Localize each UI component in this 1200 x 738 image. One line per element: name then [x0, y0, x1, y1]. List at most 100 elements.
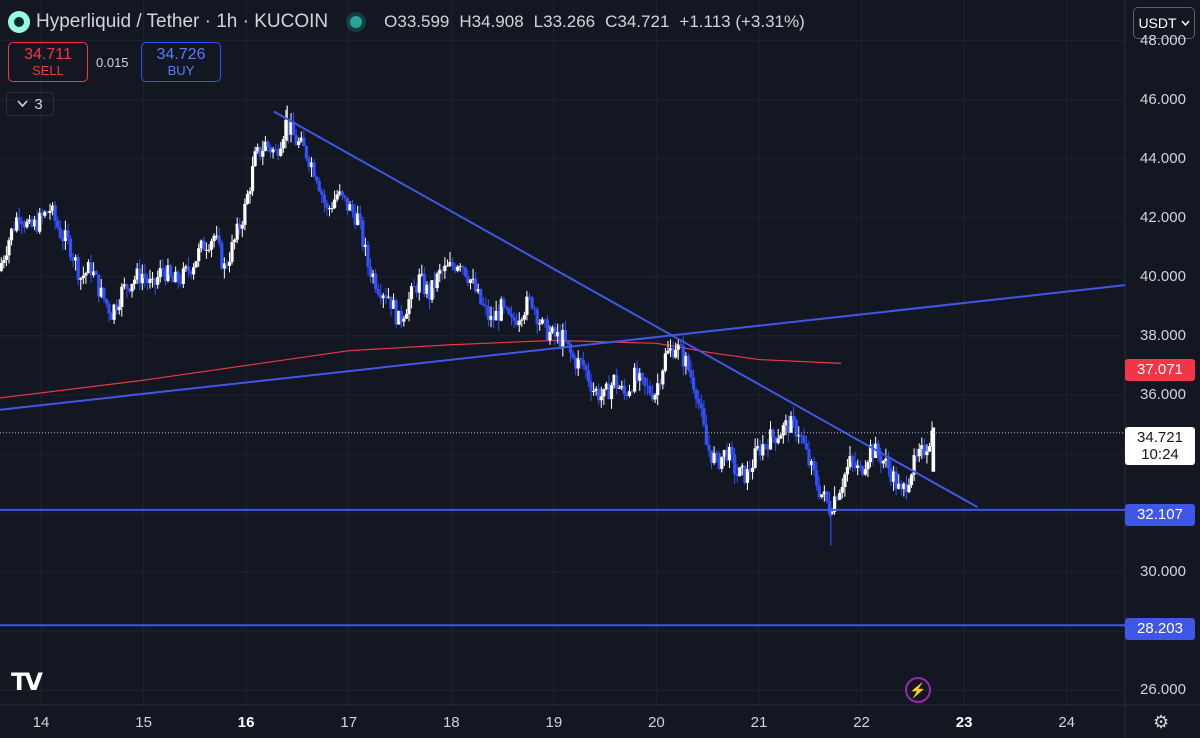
candle-body — [166, 265, 170, 281]
candle-body — [527, 296, 532, 298]
candle-body — [94, 271, 98, 275]
candle-body — [548, 332, 552, 341]
candle-body — [730, 447, 734, 455]
candle-body — [517, 320, 521, 326]
candle-body — [502, 299, 506, 308]
candle-body — [284, 119, 288, 140]
price-axis-tick: 46.000 — [1140, 90, 1186, 108]
tradingview-logo[interactable]: TV — [11, 668, 43, 696]
candle-body — [412, 286, 416, 288]
candle-body — [279, 148, 283, 156]
candle-body — [304, 146, 309, 159]
candle-body — [604, 383, 609, 390]
candle-body — [243, 203, 247, 225]
candle-body — [186, 266, 191, 272]
candle-body — [68, 238, 73, 258]
time-axis-tick: 19 — [545, 714, 563, 731]
candle-body — [102, 287, 106, 300]
symbol-title[interactable]: Hyperliquid / Tether · 1h · KUCOIN — [36, 11, 329, 32]
candle-body — [884, 458, 888, 461]
candle-body — [707, 444, 711, 451]
candle-body — [820, 494, 824, 498]
candle-body — [645, 385, 650, 387]
candle-body — [61, 238, 65, 242]
time-axis-tick: 23 — [955, 714, 973, 731]
candle-body — [925, 451, 929, 456]
candle-body — [71, 257, 75, 261]
support-level-label[interactable]: 28.203 — [1125, 618, 1195, 640]
candle-body — [504, 307, 509, 309]
candle-body — [702, 408, 706, 425]
market-status-icon[interactable] — [350, 16, 363, 28]
trendline — [0, 284, 1126, 411]
trendline — [273, 110, 978, 509]
sell-button[interactable]: 34.711 SELL — [8, 42, 88, 82]
candle-body — [712, 452, 716, 463]
candle-body — [127, 288, 132, 292]
candle-body — [676, 344, 680, 350]
candle-body — [161, 268, 165, 270]
candle-body — [668, 348, 673, 351]
candle-body — [168, 265, 173, 276]
candle-body — [199, 240, 203, 249]
candle-body — [666, 350, 670, 354]
candle-body — [189, 271, 193, 275]
current-price: 34.721 — [1137, 429, 1183, 446]
currency-select[interactable]: USDT — [1133, 7, 1195, 39]
candle-body — [333, 199, 337, 209]
candle-body — [558, 331, 562, 347]
indicators-toggle[interactable]: 3 — [6, 92, 54, 116]
candle-body — [384, 295, 388, 298]
candle-body — [274, 149, 278, 151]
candle-body — [366, 244, 370, 267]
candle-body — [533, 308, 537, 310]
candle-body — [448, 262, 452, 266]
candle-body — [391, 300, 396, 309]
candle-body — [335, 194, 339, 200]
candle-body — [215, 235, 219, 237]
candle-body — [176, 271, 180, 283]
candle-body — [543, 319, 547, 321]
price-axis-tick: 44.000 — [1140, 149, 1186, 167]
candle-body — [612, 374, 616, 386]
candle-body — [317, 180, 321, 192]
candle-body — [397, 310, 401, 325]
candle-body — [33, 219, 37, 227]
candle-body — [386, 296, 391, 298]
candle-body — [402, 318, 406, 322]
candle-body — [407, 299, 411, 315]
time-axis-tick: 16 — [237, 714, 255, 731]
candle-body — [466, 276, 470, 284]
candle-body — [907, 485, 911, 493]
candle-body — [574, 358, 578, 369]
candle-body — [699, 403, 703, 409]
candle-body — [807, 449, 811, 466]
candle-body — [897, 483, 901, 489]
candle-body — [794, 420, 798, 437]
candle-body — [86, 262, 91, 274]
support-level-label[interactable]: 32.107 — [1125, 504, 1195, 526]
candle-body — [245, 194, 250, 204]
buy-button[interactable]: 34.726 BUY — [141, 42, 221, 82]
time-axis-tick: 22 — [853, 714, 870, 731]
gear-icon[interactable]: ⚙ — [1153, 712, 1170, 732]
candle-body — [486, 306, 491, 320]
candle-body — [322, 194, 326, 204]
candle-body — [861, 466, 865, 475]
candle-body — [299, 137, 303, 142]
candle-body — [653, 395, 657, 400]
lightning-icon[interactable]: ⚡ — [905, 677, 931, 703]
candle-body — [615, 374, 619, 389]
candle-body — [915, 455, 919, 457]
candle-body — [602, 389, 606, 397]
candle-body — [909, 474, 914, 486]
candle-body — [902, 483, 906, 490]
candle-body — [797, 435, 801, 437]
candle-body — [802, 435, 806, 444]
candle-body — [617, 387, 621, 389]
candle-body — [20, 221, 24, 225]
candle-body — [656, 382, 660, 396]
candle-body — [697, 399, 701, 404]
candle-body — [227, 261, 232, 267]
